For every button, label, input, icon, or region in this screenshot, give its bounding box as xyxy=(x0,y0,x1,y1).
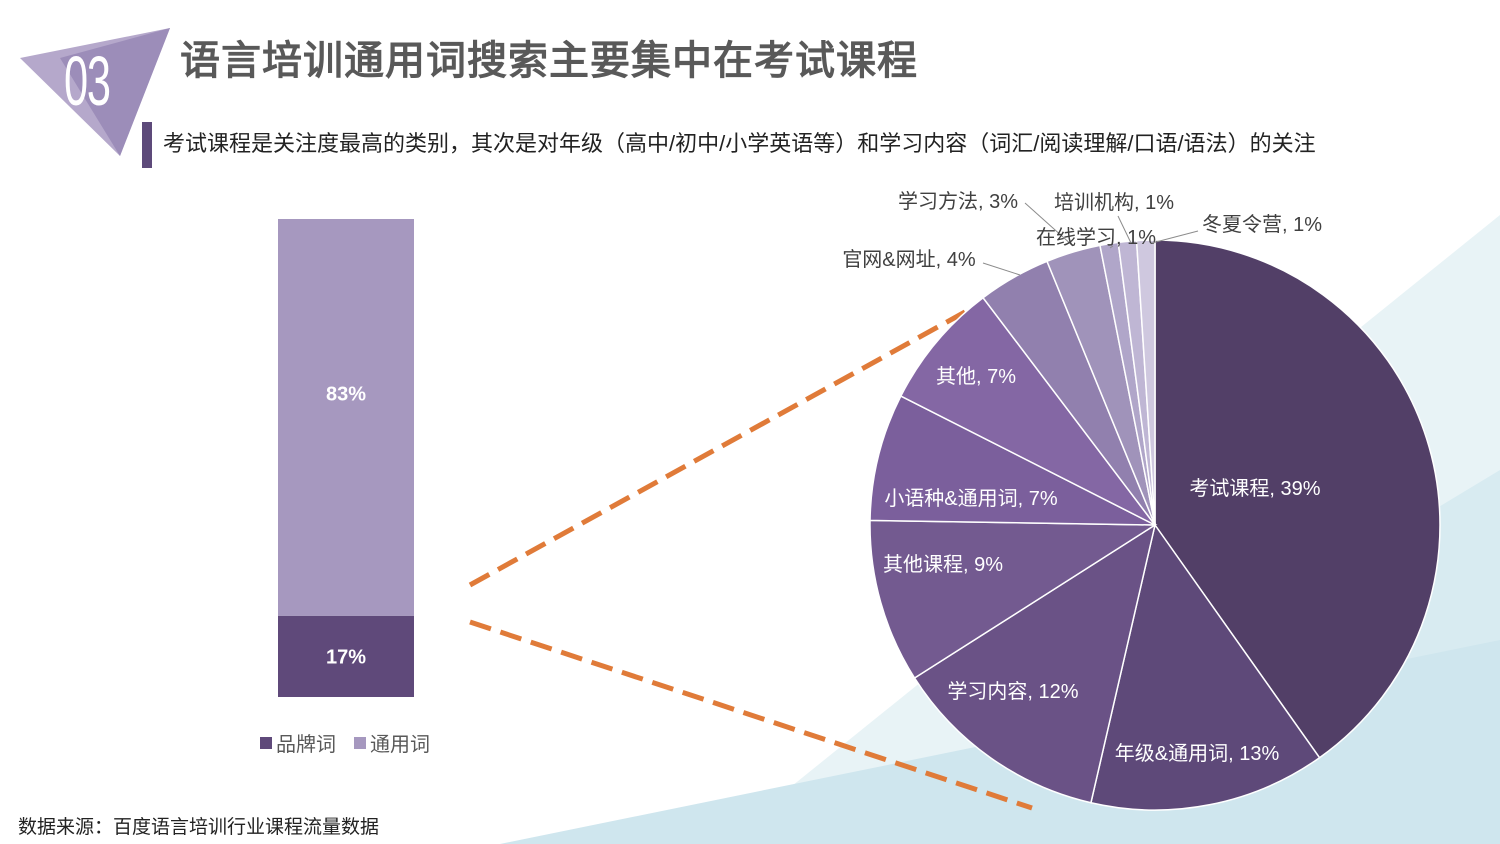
legend-item-brand: 品牌词 xyxy=(260,728,336,757)
pie-slice-label-6: 官网&网址, 4% xyxy=(842,248,976,271)
pie-slice-5 xyxy=(899,296,1156,526)
pie-slice-label-0: 考试课程, 39% xyxy=(1189,477,1320,500)
pie-slice-label-1: 年级&通用词, 13% xyxy=(1115,742,1280,765)
pie-leader-line-6 xyxy=(982,262,1021,276)
pie-slice-label-2: 学习内容, 12% xyxy=(947,680,1078,703)
pie-slice-label-10: 冬夏令营, 1% xyxy=(1202,213,1322,236)
pie-slice-4 xyxy=(869,395,1156,526)
section-badge-icon xyxy=(20,28,170,156)
legend-item-generic: 通用词 xyxy=(354,728,430,757)
pie-leader-line-7 xyxy=(1024,202,1074,247)
pie-slice-label-5: 其他, 7% xyxy=(936,365,1016,388)
bar-segment-label-0: 17% xyxy=(326,646,366,668)
pie-slice-2 xyxy=(913,523,1157,804)
pie-slice-label-8: 在线学习, 1% xyxy=(1036,226,1156,249)
legend-label-generic: 通用词 xyxy=(370,734,430,756)
legend-swatch-brand xyxy=(260,736,272,749)
pie-slice-label-9: 培训机构, 1% xyxy=(1054,191,1174,214)
legend-label-brand: 品牌词 xyxy=(276,734,336,756)
section-number: 03 xyxy=(64,42,111,120)
bar-segment-label-1: 83% xyxy=(326,384,366,406)
pie-slice-3 xyxy=(869,519,1158,680)
pie-slice-label-3: 其他课程, 9% xyxy=(883,553,1003,576)
pie-slice-0 xyxy=(1154,239,1441,759)
legend-swatch-generic xyxy=(354,736,366,749)
bar-segment-1 xyxy=(278,219,414,616)
bar-legend: 品牌词 通用词 xyxy=(260,728,430,757)
pie-leader-line-8 xyxy=(1109,245,1114,249)
subtitle-accent-bar xyxy=(142,122,152,168)
pie-slice-label-4: 小语种&通用词, 7% xyxy=(884,487,1058,510)
data-source-note: 数据来源：百度语言培训行业课程流量数据 xyxy=(18,817,380,838)
pie-slice-10 xyxy=(1135,239,1156,526)
page-subtitle: 考试课程是关注度最高的类别，其次是对年级（高中/初中/小学英语等）和学习内容（词… xyxy=(163,131,1316,156)
pie-slice-1 xyxy=(1090,523,1321,811)
pie-leader-line-9 xyxy=(1117,215,1132,244)
page-title: 语言培训通用词搜索主要集中在考试课程 xyxy=(180,39,918,83)
pie-slice-label-7: 学习方法, 3% xyxy=(898,190,1018,213)
connector-line-bottom xyxy=(469,619,1033,811)
bar-segment-0 xyxy=(278,615,414,697)
pie-leader-line-10 xyxy=(1151,230,1199,244)
